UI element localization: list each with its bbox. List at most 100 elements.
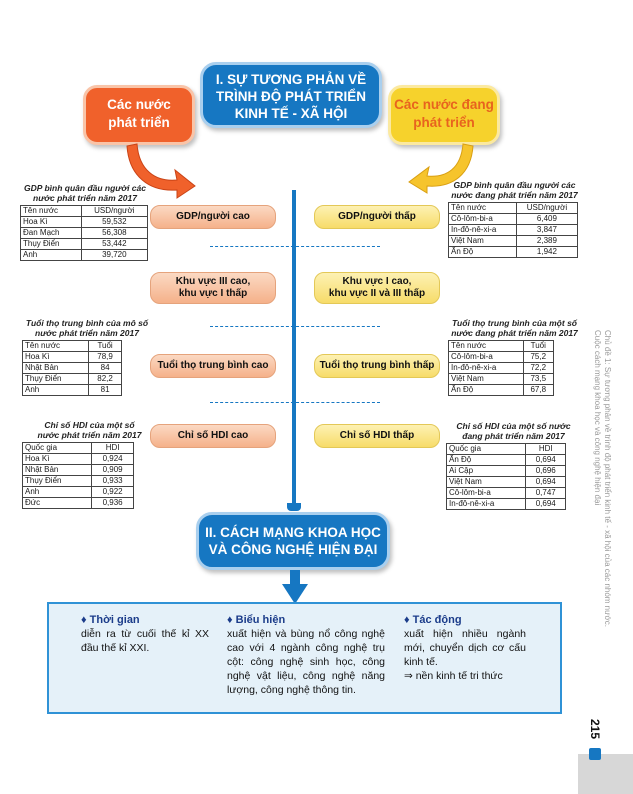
section2-title-line: II. CÁCH MẠNG KHOA HỌC — [205, 525, 381, 540]
col-impact: ♦ Tác động xuất hiện nhiều ngành mới, ch… — [404, 614, 526, 683]
table-cell: 0,922 — [91, 486, 134, 498]
table-cell: Tuổi — [88, 340, 122, 352]
table-row: Nhật Bản 84 — [21, 362, 122, 374]
pill-label: Tuổi thọ trung bình thấp — [319, 360, 435, 371]
table-cell: 39,720 — [80, 249, 149, 261]
table-cell: USD/người — [80, 205, 149, 217]
table-row: Đan Mạch 56,308 — [20, 227, 149, 239]
section2-title: II. CÁCH MẠNG KHOA HỌC VÀ CÔNG NGHỆ HIỆN… — [196, 512, 390, 570]
table-row: Tên nước USD/người — [20, 205, 149, 217]
table-row: Hoa Kì 59,532 — [20, 216, 149, 228]
dashed-separator — [210, 246, 380, 247]
table-row: Thụy Điển 0,933 — [21, 475, 134, 487]
center-divider — [292, 190, 296, 510]
sidebar-line: Cuộc cách mạng khoa học và công nghệ hiệ… — [593, 330, 602, 506]
table-caption: Tuổi thọ trung bình của một số — [452, 318, 577, 328]
table-cell: 75,2 — [522, 351, 555, 363]
table-cell: Việt Nam — [448, 373, 524, 385]
table-cell: 56,308 — [80, 227, 149, 239]
table-cell: Đan Mạch — [20, 227, 82, 239]
table-gdp-developing: GDP bình quân đầu người các nước đang ph… — [448, 180, 581, 258]
pill-sector-dev: Khu vực III cao, khu vực I thấp — [150, 272, 276, 304]
table-cell: In-đô-nê-xi-a — [448, 224, 517, 236]
table-row: In-đô-nê-xi-a 3,847 — [448, 224, 579, 236]
table-cell: 53,442 — [80, 238, 149, 250]
table-cell: 81 — [88, 384, 122, 396]
table-cell: USD/người — [515, 202, 579, 214]
page-number: 215 — [586, 712, 602, 746]
table-row: Đức 0,936 — [21, 497, 134, 509]
table-row: Quốc gia HDI — [21, 442, 134, 454]
table-cell: Việt Nam — [445, 476, 527, 488]
table-row: Nhật Bản 0,909 — [21, 464, 134, 476]
table-caption: đang phát triển năm 2017 — [462, 431, 565, 441]
table-cell: 1,942 — [515, 246, 579, 258]
curved-arrow-right-icon — [408, 143, 474, 194]
table-cell: In-đô-nê-xi-a — [445, 498, 527, 510]
page-marker — [589, 748, 601, 760]
table-cell: 6,409 — [515, 213, 579, 225]
table-cell: Quốc gia — [445, 443, 527, 455]
pill-hdi-high: Chỉ số HDI cao — [150, 424, 276, 448]
pill-label: GDP/người thấp — [338, 211, 416, 222]
table-cell: Anh — [21, 384, 90, 396]
category-line: Các nước — [107, 97, 171, 112]
col-heading: ♦ Biểu hiện — [227, 614, 286, 626]
table-row: Ai Cập 0,696 — [445, 465, 566, 477]
pill-label: Chỉ số HDI thấp — [339, 430, 415, 441]
table-cell: Tên nước — [448, 340, 524, 352]
table-cell: Đức — [21, 497, 93, 509]
table-cell: Tên nước — [20, 205, 82, 217]
table-cell: Việt Nam — [448, 235, 517, 247]
table-cell: 84 — [88, 362, 122, 374]
pill-label: khu vực II và III thấp — [328, 288, 426, 299]
section1-title-line: KINH TẾ - XÃ HỘI — [234, 106, 348, 121]
table-cell: Cô-lôm-bi-a — [448, 351, 524, 363]
dashed-separator — [210, 326, 380, 327]
table-cell: Thụy Điển — [20, 238, 82, 250]
table-cell: 59,532 — [80, 216, 149, 228]
table-row: Cô-lôm-bi-a 6,409 — [448, 213, 579, 225]
table-cell: HDI — [91, 442, 134, 454]
table-row: Cô-lôm-bi-a 75,2 — [448, 351, 555, 363]
col-text: diễn ra từ cuối thế kỉ XX đầu thế kỉ XXI… — [81, 628, 209, 654]
table-cell: Quốc gia — [21, 442, 93, 454]
col-text: xuất hiện và bùng nổ công nghệ cao với 4… — [227, 628, 385, 696]
table-caption: Chỉ số HDI của một số nước — [456, 421, 571, 431]
table-row: Thụy Điển 53,442 — [20, 238, 149, 250]
category-line: phát triển — [413, 115, 475, 130]
table-cell: Ấn Độ — [445, 454, 527, 466]
section1-title-line: TRÌNH ĐỘ PHÁT TRIỂN — [216, 89, 366, 104]
pill-label: Khu vực III cao, — [175, 276, 251, 287]
pill-label: GDP/người cao — [176, 211, 250, 222]
table-caption: Chỉ số HDI của một số — [44, 420, 135, 430]
table-cell: 78,9 — [88, 351, 122, 363]
table-cell: Tên nước — [448, 202, 517, 214]
table-cell: Cô-lôm-bi-a — [448, 213, 517, 225]
table-caption: nước phát triển năm 2017 — [37, 430, 142, 440]
pill-label: Tuổi thọ trung bình cao — [157, 360, 269, 371]
table-cell: 0,747 — [525, 487, 566, 499]
table-cell: 0,694 — [525, 476, 566, 488]
table-cell: Thụy Điển — [21, 373, 90, 385]
pill-label: khu vực I thấp — [178, 288, 248, 299]
sidebar-text: Chủ đề 1: Sự tương phản về trình độ phát… — [582, 330, 612, 720]
table-cell: Ấn Độ — [448, 246, 517, 258]
table-row: Tên nước Tuổi — [21, 340, 122, 352]
table-row: Anh 81 — [21, 384, 122, 396]
table-row: Hoa Kì 78,9 — [21, 351, 122, 363]
table-cell: 0,933 — [91, 475, 134, 487]
table-cell: 0,924 — [91, 453, 134, 465]
table-cell: Anh — [21, 486, 93, 498]
table-cell: 67,8 — [522, 384, 555, 396]
col-heading: ♦ Thời gian — [81, 614, 140, 626]
table-cell: HDI — [525, 443, 566, 455]
revolution-box: ♦ Thời gian diễn ra từ cuối thế kỉ XX đầ… — [47, 602, 562, 714]
table-caption: Tuổi thọ trung bình của mô số — [25, 318, 149, 328]
table-row: Việt Nam 2,389 — [448, 235, 579, 247]
table-row: Anh 0,922 — [21, 486, 134, 498]
table-hdi-developed: Chỉ số HDI của một số nước phát triển nă… — [21, 420, 157, 509]
table-row: In-đô-nê-xi-a 72,2 — [448, 362, 555, 374]
table-row: Ấn Độ 0,694 — [445, 454, 566, 466]
table-cell: 3,847 — [515, 224, 579, 236]
